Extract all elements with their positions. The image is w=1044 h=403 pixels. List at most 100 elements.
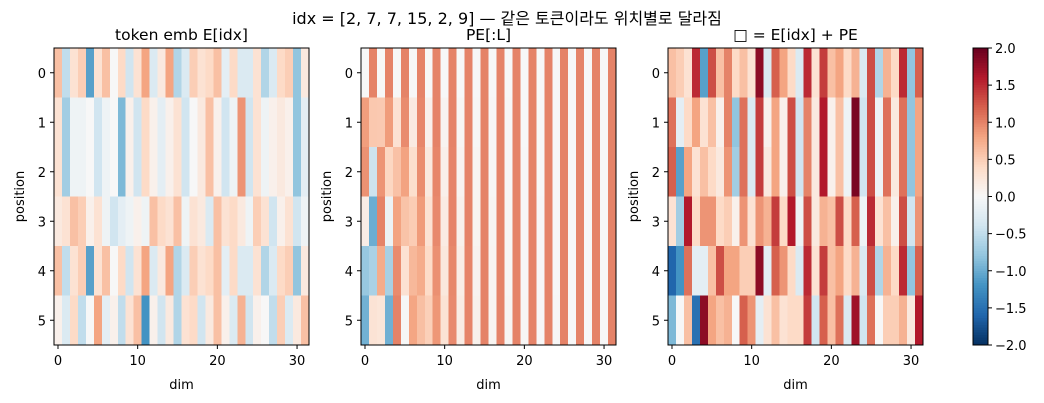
heatmap-cell	[787, 196, 796, 247]
heatmap-cell	[691, 196, 701, 247]
heatmap-cell	[181, 295, 190, 346]
heatmap-cell	[440, 147, 450, 197]
heatmap-cell	[101, 147, 111, 197]
heatmap-cell	[851, 147, 860, 197]
heatmap-cell	[392, 295, 402, 346]
heatmap-cell	[504, 48, 513, 98]
heatmap-cell	[544, 48, 553, 98]
heatmap-cell	[293, 196, 302, 247]
heatmap-cell	[133, 196, 143, 247]
heatmap-cell	[528, 196, 537, 247]
x-tick-label: 30	[903, 354, 920, 369]
heatmap-cell	[400, 295, 410, 346]
colorbar-segment	[973, 305, 988, 309]
heatmap-cell	[699, 147, 709, 197]
colorbar-segment	[973, 70, 988, 74]
heatmap-cell	[285, 295, 294, 346]
heatmap-cell	[723, 196, 733, 247]
heatmap-cell	[277, 196, 286, 247]
heatmap-cell	[771, 48, 780, 98]
heatmap-cell	[285, 147, 294, 197]
heatmap-cell	[819, 295, 828, 346]
heatmap-cell	[899, 147, 908, 197]
y-tick-label: 1	[38, 116, 46, 131]
heatmap-cell	[915, 97, 924, 148]
heatmap-cell	[891, 246, 900, 296]
heatmap-cell	[229, 295, 238, 346]
heatmap-cell	[707, 48, 717, 98]
heatmap-cell	[376, 48, 386, 98]
panel-title: token emb E[idx]	[115, 26, 248, 44]
heatmap-cell	[731, 97, 741, 148]
heatmap-cell	[165, 97, 174, 148]
heatmap-cell	[54, 196, 63, 247]
heatmap-cell	[269, 147, 278, 197]
heatmap-cell	[683, 295, 693, 346]
heatmap-cell	[229, 48, 238, 98]
heatmap-cell	[141, 246, 151, 296]
colorbar-segment	[973, 117, 988, 121]
colorbar-segment	[973, 75, 988, 79]
heatmap-cell	[416, 147, 426, 197]
heatmap-cell	[843, 97, 852, 148]
colorbar-segment	[973, 290, 988, 294]
heatmap-cell	[77, 295, 87, 346]
heatmap-cell	[668, 196, 677, 247]
heatmap-cell	[707, 147, 717, 197]
heatmap-cell	[552, 48, 561, 98]
heatmap-cell	[400, 48, 410, 98]
colorbar-segment	[973, 337, 988, 341]
colorbar-segment	[973, 198, 988, 202]
heatmap-cell	[520, 196, 529, 247]
heatmap-cell	[54, 48, 63, 98]
heatmap-cell	[504, 97, 513, 148]
heatmap-cell	[544, 295, 553, 346]
heatmap-cell	[301, 97, 310, 148]
heatmap-cell	[600, 48, 609, 98]
heatmap-cell	[261, 295, 270, 346]
heatmap-cell	[109, 48, 119, 98]
heatmap-cell	[125, 147, 135, 197]
heatmap-cell	[376, 147, 386, 197]
colorbar-segment	[973, 293, 988, 296]
colorbar-segment	[973, 90, 988, 94]
heatmap-cell	[787, 48, 796, 98]
colorbar-segment	[973, 134, 988, 138]
heatmap-cell	[779, 97, 788, 148]
heatmap-cell	[552, 97, 561, 148]
heatmap-cell	[361, 196, 370, 247]
heatmap-cell	[301, 147, 310, 197]
heatmap-cell	[237, 97, 246, 148]
heatmap-cell	[739, 147, 749, 197]
heatmap-cell	[811, 97, 820, 148]
y-tick-label: 0	[38, 67, 46, 82]
colorbar-segment	[973, 297, 988, 301]
heatmap-cell	[747, 246, 757, 296]
heatmap-cell	[189, 196, 198, 247]
colorbar-segment	[973, 57, 988, 61]
heatmap-cell	[269, 48, 278, 98]
heatmap-cell	[707, 196, 717, 247]
heatmap-cell	[189, 97, 198, 148]
heatmap-panel-3: □ = E[idx] + PE 0 1 2 3 4 5 0 10 20 30 dim position	[627, 26, 924, 393]
colorbar-tick-label: −1.0	[995, 265, 1027, 280]
heatmap-cell	[731, 295, 741, 346]
y-tick-label: 4	[38, 265, 46, 280]
heatmap-cell	[819, 246, 828, 296]
heatmap-cell	[512, 97, 521, 148]
colorbar-segment	[973, 142, 988, 146]
colorbar-segment	[973, 129, 988, 133]
heatmap-cell	[416, 97, 426, 148]
heatmap-cell	[568, 196, 577, 247]
heatmap-cell	[803, 147, 812, 197]
colorbar-segment	[973, 102, 988, 106]
heatmap-cell	[668, 295, 677, 346]
heatmap-cell	[827, 147, 836, 197]
heatmap-cell	[512, 196, 521, 247]
heatmap-cell	[149, 246, 158, 296]
heatmap-cell	[907, 147, 916, 197]
heatmap-cell	[54, 97, 63, 148]
heatmap-cell	[480, 97, 489, 148]
heatmap-cell	[400, 196, 410, 247]
